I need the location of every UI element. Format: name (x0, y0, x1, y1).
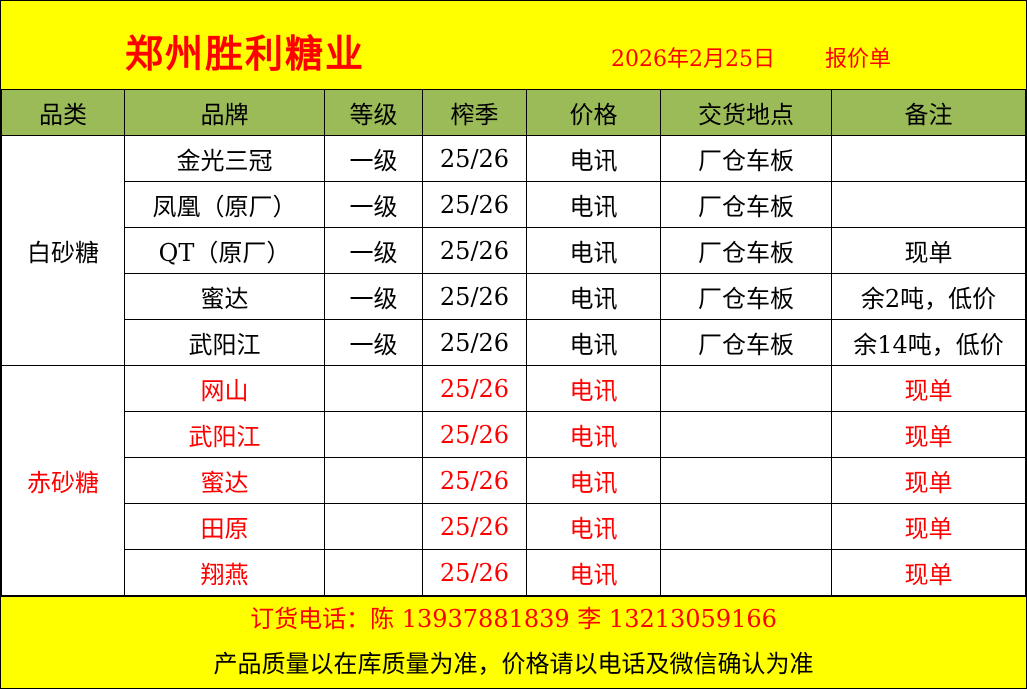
price-cell: 电讯 (526, 457, 661, 504)
table-row: 赤砂糖 网山 25/26 电讯 现单 (1, 365, 1026, 596)
col-header-delivery: 交货地点 (660, 90, 832, 136)
category-cell: 白砂糖 (1, 135, 125, 366)
price-cell: 电讯 (526, 181, 661, 228)
table-row: QT（原厂） 一级 25/26 电讯 厂仓车板 现单 (2, 227, 1026, 274)
note-cell: 现单 (831, 503, 1026, 550)
category-cell: 赤砂糖 (1, 365, 125, 596)
season-cell: 25/26 (422, 503, 527, 550)
delivery-cell (660, 411, 832, 458)
table-row: 武阳江 25/26 电讯 现单 (2, 411, 1026, 458)
note-cell: 余14吨，低价 (831, 319, 1026, 366)
col-header-season: 榨季 (422, 90, 527, 136)
brand-cell: 网山 (124, 365, 325, 412)
table-row: 白砂糖 金光三冠 一级 25/26 电讯 厂仓车板 (1, 135, 1026, 366)
delivery-cell (660, 457, 832, 504)
grade-cell: 一级 (324, 227, 423, 274)
brand-cell: 蜜达 (124, 457, 325, 504)
price-cell: 电讯 (526, 319, 661, 366)
delivery-cell: 厂仓车板 (660, 319, 832, 366)
price-cell: 电讯 (526, 549, 661, 596)
brand-cell: 凤凰（原厂） (124, 181, 325, 228)
disclaimer: 产品质量以在库质量为准，价格请以电话及微信确认为准 (1, 641, 1026, 688)
table-row: 翔燕 25/26 电讯 现单 (2, 549, 1026, 596)
brand-cell: 武阳江 (124, 319, 325, 366)
grade-cell (324, 365, 423, 412)
col-header-price: 价格 (526, 90, 661, 136)
delivery-cell: 厂仓车板 (660, 135, 832, 182)
season-cell: 25/26 (422, 135, 527, 182)
col-header-category: 品类 (1, 90, 125, 136)
delivery-cell (660, 365, 832, 412)
note-cell (831, 181, 1026, 228)
table-row: 武阳江 一级 25/26 电讯 厂仓车板 余14吨，低价 (2, 319, 1026, 366)
table-row: 田原 25/26 电讯 现单 (2, 503, 1026, 550)
grade-cell: 一级 (324, 273, 423, 320)
note-cell (831, 135, 1026, 182)
grade-cell: 一级 (324, 181, 423, 228)
order-contact: 订货电话：陈 13937881839 李 13213059166 (1, 596, 1026, 642)
note-cell: 现单 (831, 457, 1026, 504)
season-cell: 25/26 (422, 365, 527, 412)
company-name: 郑州胜利糖业 (125, 31, 366, 76)
price-cell: 电讯 (526, 135, 661, 182)
title-banner: 郑州胜利糖业 2026年2月25日 报价单 (1, 1, 1026, 90)
price-cell: 电讯 (526, 503, 661, 550)
season-cell: 25/26 (422, 181, 527, 228)
col-header-brand: 品牌 (124, 90, 325, 136)
delivery-cell: 厂仓车板 (660, 181, 832, 228)
season-cell: 25/26 (422, 411, 527, 458)
season-cell: 25/26 (422, 227, 527, 274)
note-cell: 余2吨，低价 (831, 273, 1026, 320)
grade-cell (324, 457, 423, 504)
season-cell: 25/26 (422, 549, 527, 596)
season-cell: 25/26 (422, 319, 527, 366)
delivery-cell (660, 549, 832, 596)
price-cell: 电讯 (526, 273, 661, 320)
brand-cell: 翔燕 (124, 549, 325, 596)
grade-cell: 一级 (324, 319, 423, 366)
delivery-cell (660, 503, 832, 550)
price-cell: 电讯 (526, 411, 661, 458)
brand-cell: 田原 (124, 503, 325, 550)
grade-cell (324, 503, 423, 550)
col-header-grade: 等级 (324, 90, 423, 136)
delivery-cell: 厂仓车板 (660, 227, 832, 274)
brand-cell: 金光三冠 (124, 135, 325, 182)
price-table: 品类 品牌 等级 榨季 价格 交货地点 备注 白砂糖 金光三冠 一级 25/26 电讯厂… (1, 90, 1026, 596)
note-cell: 现单 (831, 227, 1026, 274)
brand-cell: 武阳江 (124, 411, 325, 458)
delivery-cell: 厂仓车板 (660, 273, 832, 320)
season-cell: 25/26 (422, 273, 527, 320)
quote-date: 2026年2月25日 (611, 47, 775, 72)
brand-cell: QT（原厂） (124, 227, 325, 274)
season-cell: 25/26 (422, 457, 527, 504)
table-row: 蜜达 一级 25/26 电讯 厂仓车板 余2吨，低价 (2, 273, 1026, 320)
grade-cell (324, 549, 423, 596)
sheet-name: 报价单 (825, 47, 892, 72)
grade-cell (324, 411, 423, 458)
table-row: 凤凰（原厂） 一级 25/26 电讯 厂仓车板 (2, 181, 1026, 228)
note-cell: 现单 (831, 365, 1026, 412)
col-header-note: 备注 (831, 90, 1026, 136)
price-cell: 电讯 (526, 365, 661, 412)
header-row: 品类 品牌 等级 榨季 价格 交货地点 备注 (1, 90, 1026, 136)
table-row: 蜜达 25/26 电讯 现单 (2, 457, 1026, 504)
note-cell: 现单 (831, 411, 1026, 458)
price-cell: 电讯 (526, 227, 661, 274)
grade-cell: 一级 (324, 135, 423, 182)
note-cell: 现单 (831, 549, 1026, 596)
brand-cell: 蜜达 (124, 273, 325, 320)
